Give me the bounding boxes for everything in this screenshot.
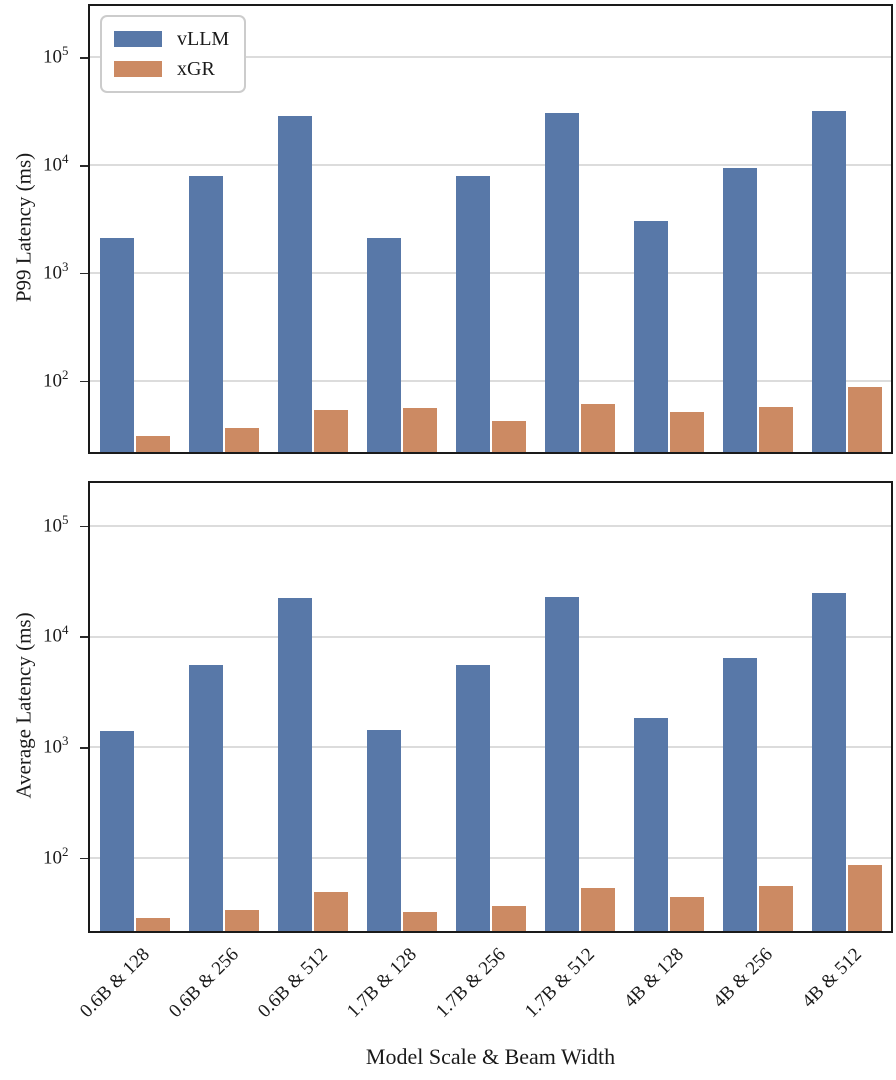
xgr-color-swatch bbox=[114, 61, 162, 77]
xgr-bar-1.7B-128 bbox=[402, 408, 437, 452]
xgr-bar-0.6B-256 bbox=[224, 910, 259, 931]
y-tick-mark bbox=[80, 747, 88, 749]
x-axis-label: Model Scale & Beam Width bbox=[365, 1044, 616, 1069]
vllm-bar-1.7B-256 bbox=[455, 664, 490, 931]
xgr-bar-4B-128 bbox=[669, 411, 704, 452]
legend-item-vllm: vLLM bbox=[114, 24, 232, 54]
xgr-bar-1.7B-512 bbox=[580, 887, 615, 931]
average-latency-plot bbox=[88, 481, 893, 933]
vllm-bar-1.7B-128 bbox=[366, 730, 401, 931]
y-tick-mark bbox=[80, 380, 88, 383]
vllm-bar-0.6B-512 bbox=[277, 597, 312, 931]
vllm-bar-4B-256 bbox=[722, 168, 757, 452]
xgr-bar-4B-128 bbox=[669, 896, 704, 931]
y-tick-label: 102 bbox=[43, 843, 69, 869]
xgr-bar-4B-256 bbox=[758, 407, 793, 452]
xgr-bar-1.7B-256 bbox=[491, 420, 526, 452]
y-tick-mark bbox=[80, 857, 88, 860]
vllm-bar-1.7B-256 bbox=[455, 176, 490, 452]
y-tick-label: 103 bbox=[43, 732, 69, 758]
y-tick-label: 105 bbox=[43, 511, 69, 536]
y-tick-mark bbox=[80, 636, 88, 639]
legend-label-vllm: vLLM bbox=[177, 27, 230, 50]
gridline bbox=[90, 272, 891, 275]
vllm-bar-4B-128 bbox=[633, 220, 668, 452]
y-axis-label-p99-latency: P99 Latency (ms) bbox=[11, 152, 36, 303]
vllm-bar-1.7B-128 bbox=[366, 238, 401, 452]
y-axis-label-average-latency: Average Latency (ms) bbox=[11, 612, 36, 799]
vllm-bar-4B-512 bbox=[811, 592, 846, 931]
legend: vLLM xGR bbox=[100, 15, 246, 93]
y-tick-mark bbox=[80, 165, 88, 167]
legend-item-xgr: xGR bbox=[114, 54, 232, 84]
gridline bbox=[90, 635, 891, 638]
vllm-bar-4B-128 bbox=[633, 717, 668, 931]
legend-label-xgr: xGR bbox=[177, 57, 215, 80]
vllm-bar-4B-512 bbox=[811, 111, 846, 452]
xgr-bar-4B-256 bbox=[758, 886, 793, 931]
xgr-bar-1.7B-128 bbox=[402, 911, 437, 931]
y-tick-label: 104 bbox=[43, 150, 69, 176]
vllm-color-swatch bbox=[114, 31, 162, 47]
y-tick-mark bbox=[80, 57, 88, 59]
vllm-bar-0.6B-128 bbox=[99, 238, 134, 452]
vllm-bar-0.6B-256 bbox=[188, 664, 223, 931]
vllm-bar-4B-256 bbox=[722, 657, 757, 931]
vllm-bar-0.6B-256 bbox=[188, 175, 223, 452]
xgr-bar-0.6B-512 bbox=[313, 409, 348, 452]
gridline bbox=[90, 525, 891, 528]
y-tick-label: 105 bbox=[43, 42, 69, 68]
y-tick-label: 103 bbox=[43, 258, 69, 284]
y-tick-mark bbox=[80, 272, 88, 275]
gridline bbox=[90, 380, 891, 383]
xgr-bar-1.7B-256 bbox=[491, 906, 526, 931]
y-tick-label: 104 bbox=[43, 622, 69, 647]
vllm-bar-0.6B-128 bbox=[99, 731, 134, 931]
xgr-bar-0.6B-128 bbox=[135, 917, 170, 931]
gridline bbox=[90, 746, 891, 749]
vllm-bar-1.7B-512 bbox=[544, 596, 579, 931]
vllm-bar-0.6B-512 bbox=[277, 116, 312, 452]
xgr-bar-0.6B-256 bbox=[224, 427, 259, 452]
xgr-bar-0.6B-128 bbox=[135, 435, 170, 452]
gridline bbox=[90, 857, 891, 860]
xgr-bar-1.7B-512 bbox=[580, 404, 615, 452]
gridline bbox=[90, 56, 891, 59]
gridline bbox=[90, 164, 891, 167]
y-tick-mark bbox=[80, 525, 88, 528]
xgr-bar-4B-512 bbox=[847, 387, 882, 452]
vllm-bar-1.7B-512 bbox=[544, 113, 579, 452]
y-tick-label: 102 bbox=[43, 366, 69, 391]
xgr-bar-4B-512 bbox=[847, 865, 882, 931]
xgr-bar-0.6B-512 bbox=[313, 891, 348, 931]
p99-latency-plot: vLLM xGR bbox=[88, 4, 893, 454]
